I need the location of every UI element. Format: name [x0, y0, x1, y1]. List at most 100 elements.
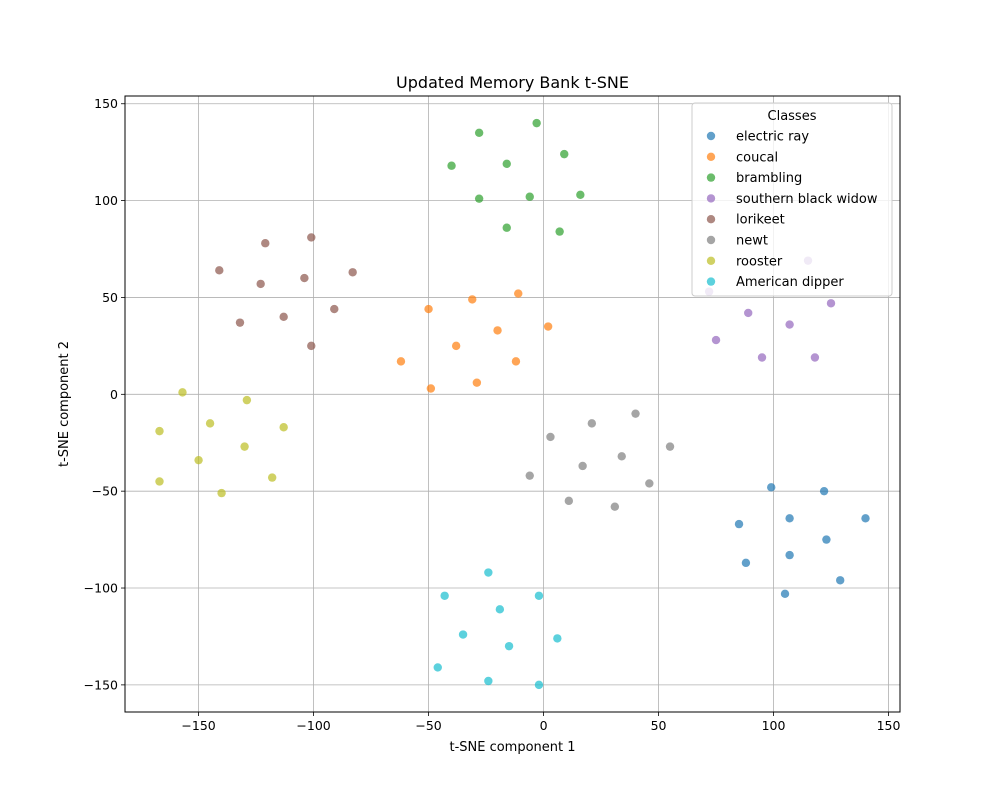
legend-marker	[706, 194, 716, 203]
legend-item: brambling	[706, 171, 802, 186]
legend-marker	[706, 152, 716, 161]
data-point	[217, 488, 226, 498]
chart-title: Updated Memory Bank t-SNE	[396, 73, 629, 92]
data-point	[396, 357, 406, 366]
y-tick-label: −100	[84, 581, 118, 596]
data-points	[155, 118, 870, 690]
y-axis-ticks: 150 100 50 0 −50 −100 −150	[84, 96, 125, 692]
y-tick-label: 0	[110, 387, 118, 402]
data-point	[665, 442, 675, 451]
data-point	[555, 227, 564, 236]
data-point	[631, 409, 640, 418]
data-point	[560, 149, 569, 159]
legend-label: rooster	[736, 254, 783, 269]
data-point	[741, 558, 751, 568]
data-point	[534, 591, 544, 600]
data-point	[330, 304, 339, 314]
data-point	[242, 395, 252, 405]
data-point	[785, 550, 794, 560]
data-point	[205, 419, 215, 428]
plot-frame	[124, 95, 901, 713]
data-point	[780, 589, 790, 599]
legend-item: electric ray	[706, 130, 809, 145]
data-point	[426, 384, 436, 393]
legend-item: lorikeet	[706, 213, 785, 228]
data-point	[534, 680, 544, 690]
y-axis-label: t-SNE component 2	[57, 341, 72, 467]
data-point	[504, 641, 514, 651]
legend-item: coucal	[706, 150, 778, 165]
x-tick-label: 150	[877, 718, 901, 733]
y-tick-label: 150	[94, 96, 118, 111]
data-point	[532, 118, 541, 128]
data-point	[240, 442, 249, 451]
data-point	[810, 353, 820, 362]
series-5	[525, 409, 675, 511]
data-point	[502, 223, 511, 232]
y-tick-label: 100	[94, 193, 118, 208]
legend: Classes electric ray coucal brambling south…	[691, 102, 893, 297]
data-point	[484, 568, 493, 577]
data-point	[155, 426, 164, 436]
data-point	[785, 320, 794, 329]
data-point	[178, 388, 187, 397]
data-point	[578, 461, 587, 471]
x-tick-label: 0	[540, 718, 548, 733]
data-point	[744, 308, 753, 318]
data-point	[587, 419, 597, 428]
data-point	[819, 486, 829, 496]
data-point	[451, 341, 461, 351]
data-point	[525, 192, 534, 201]
series-4	[215, 233, 357, 351]
data-point	[767, 483, 776, 492]
data-point	[734, 519, 744, 529]
data-point	[458, 630, 468, 639]
data-point	[155, 477, 164, 486]
legend-label: southern black widow	[736, 192, 878, 207]
legend-label: electric ray	[736, 130, 809, 145]
data-point	[256, 279, 265, 289]
data-point	[514, 289, 523, 298]
legend-item: American dipper	[706, 275, 844, 290]
data-point	[546, 432, 555, 442]
data-point	[348, 268, 357, 277]
legend-marker	[706, 173, 716, 182]
legend-item: newt	[706, 234, 768, 249]
data-point	[440, 591, 449, 600]
series-1	[396, 289, 553, 393]
data-point	[861, 514, 870, 523]
data-point	[610, 502, 620, 511]
data-point	[307, 341, 316, 351]
data-point	[433, 663, 442, 672]
data-point	[194, 455, 203, 465]
x-tick-label: 50	[651, 718, 667, 733]
x-tick-label: −50	[415, 718, 441, 733]
series-7	[433, 568, 562, 690]
x-tick-label: −100	[296, 718, 330, 733]
data-point	[424, 304, 433, 314]
y-tick-label: −50	[92, 484, 118, 499]
legend-label: lorikeet	[736, 213, 785, 228]
x-tick-label: 100	[762, 718, 786, 733]
y-tick-label: 50	[102, 290, 118, 305]
data-point	[235, 318, 245, 327]
data-point	[511, 357, 521, 366]
data-point	[836, 576, 845, 585]
series-2	[447, 118, 585, 236]
data-point	[307, 233, 316, 242]
legend-marker	[706, 235, 716, 245]
legend-marker	[706, 277, 716, 286]
data-point	[543, 322, 553, 331]
legend-item: rooster	[706, 254, 783, 269]
data-point	[215, 266, 224, 275]
data-point	[645, 479, 654, 488]
x-axis-ticks: −150 −100 −50 0 50 100 150	[181, 712, 900, 733]
data-point	[617, 452, 626, 461]
data-point	[474, 128, 484, 138]
legend-marker	[706, 131, 716, 141]
data-point	[553, 634, 562, 643]
data-point	[300, 273, 309, 283]
data-point	[495, 605, 505, 614]
data-point	[279, 312, 288, 322]
